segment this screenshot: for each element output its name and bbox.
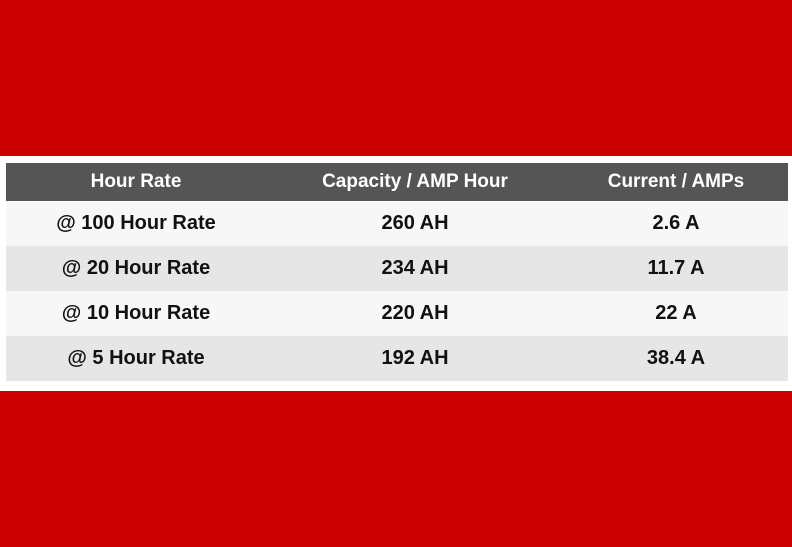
cell-hour-rate: @ 10 Hour Rate [6, 291, 266, 336]
red-background-bottom [0, 391, 792, 547]
header-hour-rate: Hour Rate [6, 163, 266, 201]
cell-current: 2.6 A [564, 201, 788, 246]
table-row: @ 10 Hour Rate 220 AH 22 A [6, 291, 788, 336]
header-row: Hour Rate Capacity / AMP Hour Current / … [6, 163, 788, 201]
table-row: @ 100 Hour Rate 260 AH 2.6 A [6, 201, 788, 246]
cell-hour-rate: @ 5 Hour Rate [6, 336, 266, 381]
cell-current: 38.4 A [564, 336, 788, 381]
cell-capacity: 260 AH [266, 201, 564, 246]
red-background-top [0, 0, 792, 156]
table-row: @ 20 Hour Rate 234 AH 11.7 A [6, 246, 788, 291]
cell-hour-rate: @ 100 Hour Rate [6, 201, 266, 246]
cell-current: 11.7 A [564, 246, 788, 291]
cell-capacity: 192 AH [266, 336, 564, 381]
table-row: @ 5 Hour Rate 192 AH 38.4 A [6, 336, 788, 381]
cell-hour-rate: @ 20 Hour Rate [6, 246, 266, 291]
rate-table-card: Hour Rate Capacity / AMP Hour Current / … [0, 156, 792, 391]
cell-capacity: 234 AH [266, 246, 564, 291]
table-header: Hour Rate Capacity / AMP Hour Current / … [6, 163, 788, 201]
header-current: Current / AMPs [564, 163, 788, 201]
table-body: @ 100 Hour Rate 260 AH 2.6 A @ 20 Hour R… [6, 201, 788, 381]
cell-capacity: 220 AH [266, 291, 564, 336]
header-capacity: Capacity / AMP Hour [266, 163, 564, 201]
cell-current: 22 A [564, 291, 788, 336]
battery-rate-table: Hour Rate Capacity / AMP Hour Current / … [6, 163, 788, 381]
